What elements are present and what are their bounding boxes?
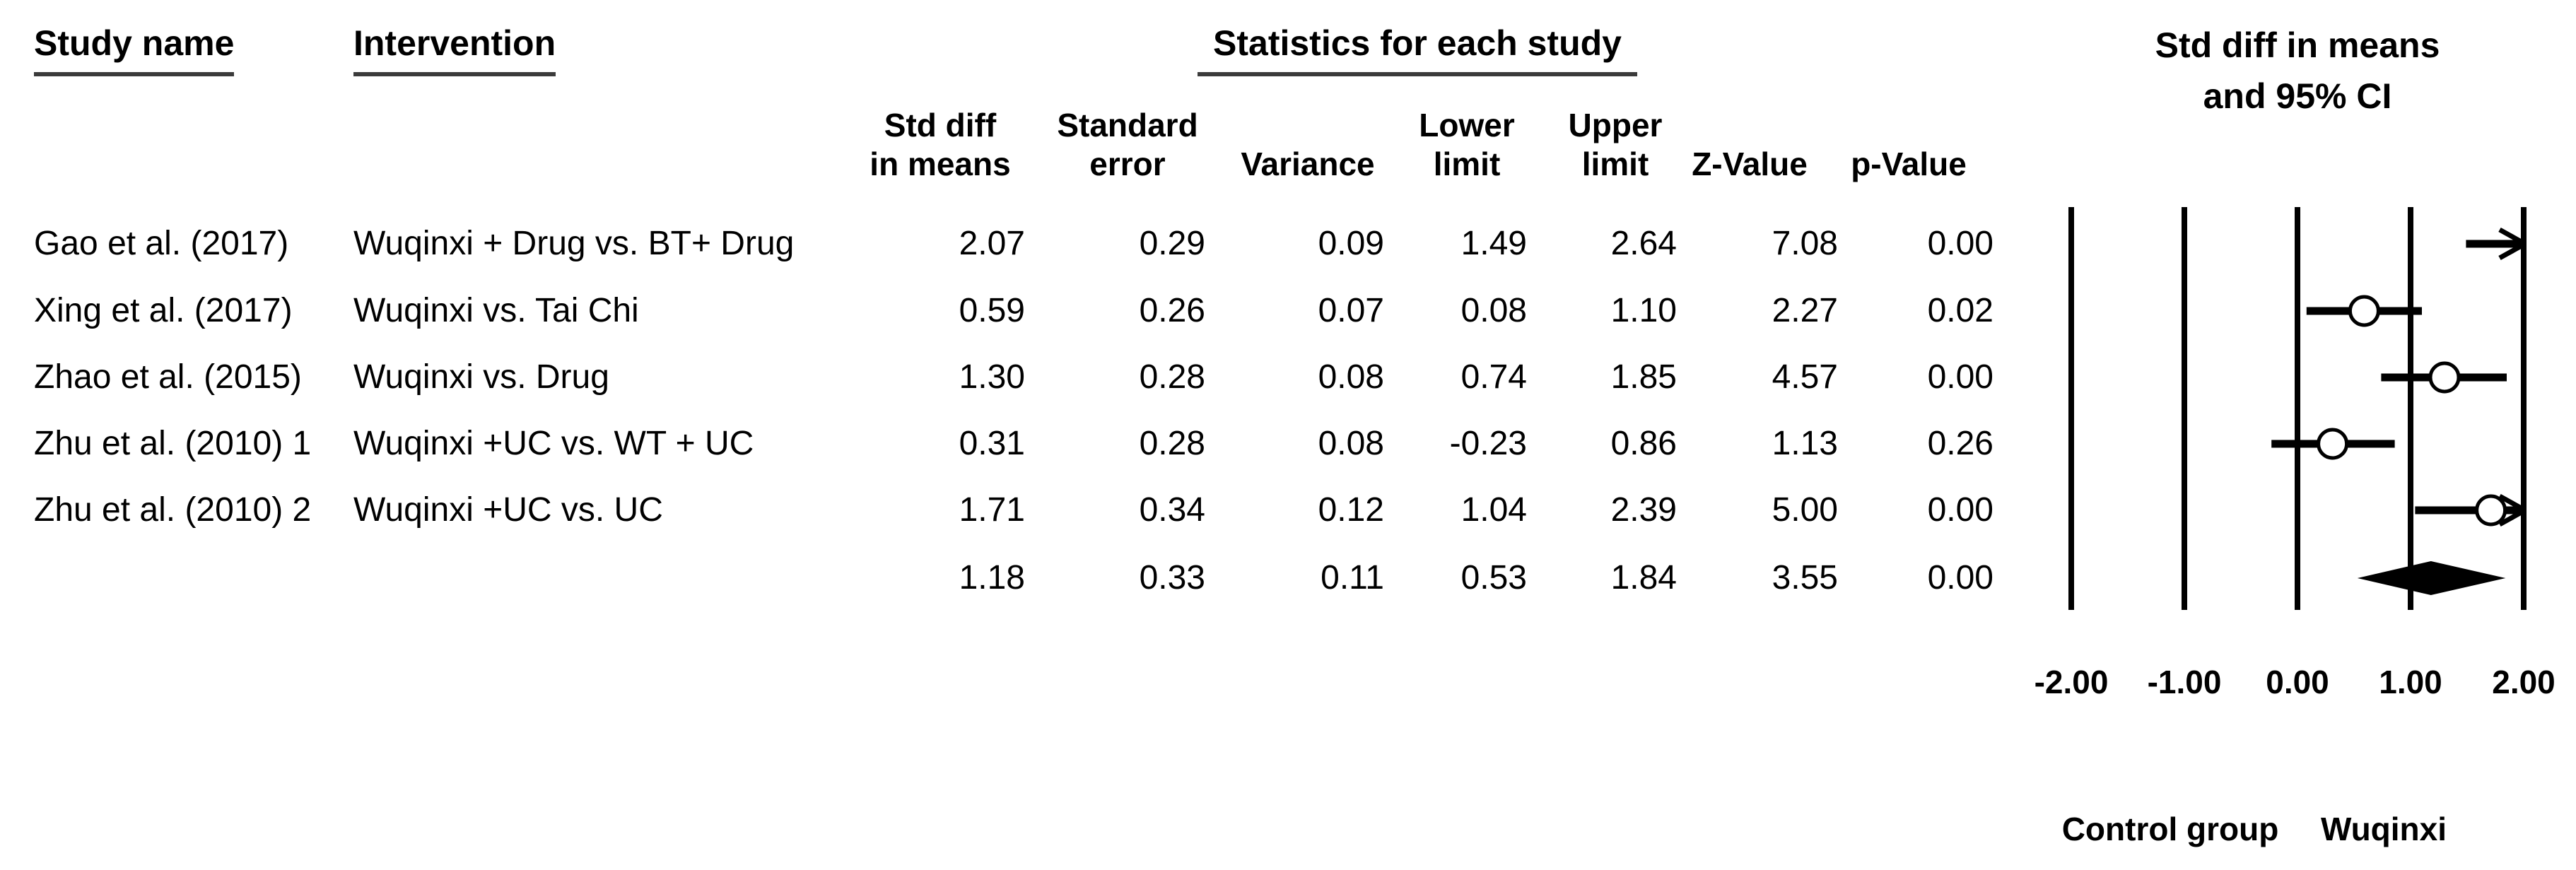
- lower-cell: 0.53: [1460, 559, 1527, 596]
- upper-cell: 2.64: [1610, 225, 1677, 262]
- arrow-right-icon: [2498, 507, 2527, 527]
- x-axis-tick-label: -1.00: [2147, 664, 2222, 700]
- z-cell: 2.27: [1772, 292, 1838, 329]
- x-axis-tick-label: 1.00: [2379, 664, 2442, 700]
- variance-cell: 0.07: [1318, 292, 1384, 329]
- summary-diamond: [2357, 561, 2506, 595]
- x-axis-tick-label: 2.00: [2492, 664, 2555, 700]
- study-name-cell: Zhao et al. (2015): [34, 358, 302, 396]
- std_diff-cell: 1.30: [959, 358, 1025, 396]
- lower-cell: -0.23: [1449, 425, 1527, 462]
- std_diff-cell: 1.18: [959, 559, 1025, 596]
- column-header-line: [1851, 106, 1967, 145]
- favours-control-label: Control group: [2061, 811, 2279, 847]
- lower-cell: 1.49: [1460, 225, 1527, 262]
- variance-cell: 0.11: [1321, 559, 1384, 596]
- variance-cell: 0.08: [1318, 425, 1384, 462]
- column-header-line: limit: [1433, 146, 1501, 182]
- upper-cell: 1.84: [1610, 559, 1677, 596]
- column-header-line: Std diff: [884, 107, 997, 143]
- x-axis-tick-label: -2.00: [2034, 664, 2109, 700]
- column-header-line: Upper: [1568, 107, 1663, 143]
- intervention-cell: Wuqinxi vs. Tai Chi: [353, 292, 639, 329]
- forest-plot: [2068, 207, 2527, 610]
- column-header-upper-limit: Upper limit: [1569, 106, 1663, 184]
- upper-cell: 1.10: [1610, 292, 1677, 329]
- favours-wuqinxi-label: Wuqinxi: [2320, 811, 2447, 847]
- p-cell: 0.26: [1927, 425, 1994, 462]
- column-header-line: [1241, 106, 1374, 145]
- point-estimate-circle: [2317, 428, 2349, 460]
- column-header-line: Variance: [1241, 146, 1375, 182]
- std_err-cell: 0.34: [1139, 491, 1205, 529]
- intervention-cell: Wuqinxi vs. Drug: [353, 358, 609, 396]
- column-header-z-value: Z-Value: [1692, 106, 1808, 184]
- intervention-header: Intervention: [353, 21, 556, 76]
- std_diff-cell: 0.31: [959, 425, 1025, 462]
- x-axis-tick-label: 0.00: [2266, 664, 2329, 700]
- effect-size-header-line1: Std diff in means: [2155, 25, 2440, 65]
- column-header-lower-limit: Lower limit: [1419, 106, 1514, 184]
- effect-size-header-line2: and 95% CI: [2203, 76, 2392, 116]
- lower-cell: 0.08: [1460, 292, 1527, 329]
- p-cell: 0.00: [1927, 358, 1994, 396]
- study-name-cell: Zhu et al. (2010) 2: [34, 491, 312, 529]
- std_diff-cell: 0.59: [959, 292, 1025, 329]
- column-header-line: in means: [870, 146, 1011, 182]
- std_err-cell: 0.26: [1139, 292, 1205, 329]
- point-estimate-circle: [2428, 361, 2461, 394]
- column-header-variance: Variance: [1241, 106, 1374, 184]
- intervention-cell: Wuqinxi + Drug vs. BT+ Drug: [353, 225, 795, 262]
- point-estimate-circle: [2348, 295, 2380, 327]
- intervention-cell: Wuqinxi +UC vs. WT + UC: [353, 425, 754, 462]
- column-header-line: p-Value: [1851, 146, 1967, 182]
- z-cell: 1.13: [1772, 425, 1838, 462]
- column-header-p-value: p-Value: [1851, 106, 1967, 184]
- z-cell: 4.57: [1772, 358, 1838, 396]
- variance-cell: 0.12: [1318, 491, 1384, 529]
- column-header-line: Standard: [1057, 107, 1198, 143]
- column-header-line: [1692, 106, 1808, 145]
- study-name-cell: Gao et al. (2017): [34, 225, 289, 262]
- effect-size-header: Std diff in means and 95% CI: [2155, 20, 2440, 122]
- upper-cell: 0.86: [1610, 425, 1677, 462]
- point-estimate-circle: [2475, 494, 2507, 527]
- upper-cell: 1.85: [1610, 358, 1677, 396]
- std_err-cell: 0.29: [1139, 225, 1205, 262]
- z-cell: 3.55: [1772, 559, 1838, 596]
- intervention-cell: Wuqinxi +UC vs. UC: [353, 491, 663, 529]
- statistics-group-header: Statistics for each study: [1198, 21, 1637, 76]
- column-header-std-diff-in-means: Std diff in means: [870, 106, 1010, 184]
- upper-cell: 2.39: [1610, 491, 1677, 529]
- column-header-line: Z-Value: [1692, 146, 1808, 182]
- lower-cell: 1.04: [1460, 491, 1527, 529]
- study-name-cell: Zhu et al. (2010) 1: [34, 425, 312, 462]
- column-header-line: Lower: [1419, 107, 1515, 143]
- study-name-header: Study name: [34, 21, 235, 76]
- std_err-cell: 0.33: [1139, 559, 1205, 596]
- column-header-line: error: [1089, 146, 1166, 182]
- p-cell: 0.00: [1927, 559, 1994, 596]
- p-cell: 0.00: [1927, 491, 1994, 529]
- std_err-cell: 0.28: [1139, 358, 1205, 396]
- z-cell: 5.00: [1772, 491, 1838, 529]
- p-cell: 0.02: [1927, 292, 1994, 329]
- variance-cell: 0.08: [1318, 358, 1384, 396]
- arrow-right-icon: [2498, 493, 2527, 513]
- std_err-cell: 0.28: [1139, 425, 1205, 462]
- z-cell: 7.08: [1772, 225, 1838, 262]
- p-cell: 0.00: [1927, 225, 1994, 262]
- variance-cell: 0.09: [1318, 225, 1384, 262]
- column-header-standard-error: Standard error: [1057, 106, 1198, 184]
- study-name-cell: Xing et al. (2017): [34, 292, 293, 329]
- std_diff-cell: 1.71: [959, 491, 1025, 529]
- lower-cell: 0.74: [1460, 358, 1527, 396]
- arrow-right-icon: [2498, 241, 2527, 261]
- column-header-line: limit: [1581, 146, 1649, 182]
- arrow-right-icon: [2498, 227, 2527, 247]
- std_diff-cell: 2.07: [959, 225, 1025, 262]
